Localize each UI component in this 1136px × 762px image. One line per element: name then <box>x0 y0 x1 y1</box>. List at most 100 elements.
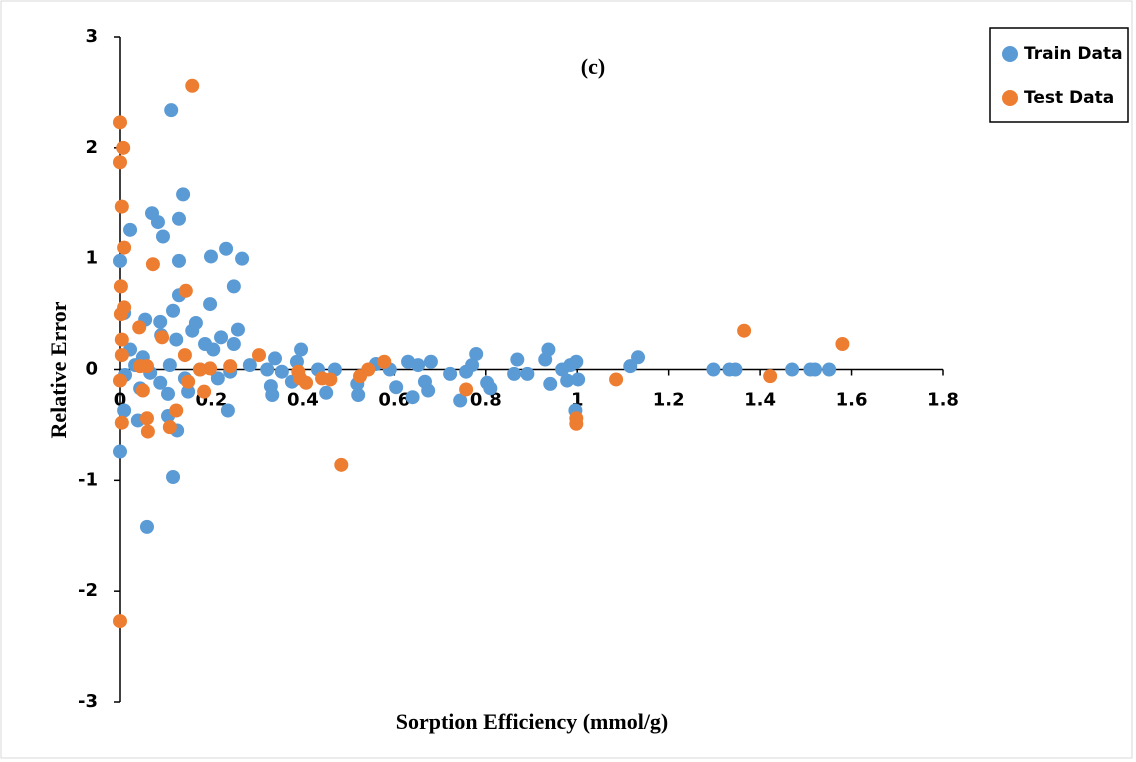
point <box>114 332 129 347</box>
point <box>197 384 212 399</box>
point <box>164 103 179 118</box>
point <box>377 354 392 369</box>
point <box>541 342 556 357</box>
point <box>609 372 624 387</box>
point <box>214 330 229 345</box>
point <box>822 362 837 377</box>
point <box>150 215 165 230</box>
point <box>520 366 535 381</box>
point <box>123 222 138 237</box>
point <box>181 384 196 399</box>
point <box>113 307 128 322</box>
point <box>785 362 800 377</box>
point <box>543 376 558 391</box>
point <box>728 362 743 377</box>
point <box>483 381 498 396</box>
point <box>274 364 289 379</box>
point <box>117 240 132 255</box>
point <box>178 283 193 298</box>
point <box>113 115 127 130</box>
point <box>133 359 148 374</box>
point <box>203 361 218 376</box>
point <box>166 303 181 318</box>
x-tick-label: 1.8 <box>927 390 959 411</box>
point <box>299 375 314 390</box>
legend-label: Train Data <box>1024 44 1123 64</box>
point <box>423 354 438 369</box>
x-tick-label: 1.6 <box>836 390 868 411</box>
point <box>226 337 241 352</box>
chart-title: (c) <box>581 54 605 79</box>
point <box>560 373 575 388</box>
y-tick-label: -1 <box>78 469 98 490</box>
legend-label: Test Data <box>1024 88 1114 108</box>
point <box>181 374 196 389</box>
point <box>219 241 234 256</box>
legend-marker <box>1002 46 1018 62</box>
y-tick-label: 1 <box>85 248 98 269</box>
point <box>139 519 154 534</box>
point <box>132 320 147 335</box>
point <box>353 369 368 384</box>
y-tick-label: 3 <box>85 26 98 47</box>
x-tick-label: 0.8 <box>470 390 502 411</box>
point <box>169 332 184 347</box>
point <box>185 323 200 338</box>
point <box>117 403 132 418</box>
legend-box <box>989 27 1129 123</box>
point <box>323 372 338 387</box>
x-axis-label: Sorption Efficiency (mmol/g) <box>396 709 669 734</box>
legend-marker <box>1002 90 1018 106</box>
point <box>114 348 129 363</box>
point <box>166 470 181 485</box>
point <box>571 372 586 387</box>
x-tick-label: 1.4 <box>744 390 776 411</box>
point <box>242 358 257 373</box>
legend: Train Data Test Data <box>989 27 1129 123</box>
point <box>113 279 128 294</box>
point <box>453 393 468 408</box>
point <box>206 342 221 357</box>
point <box>260 362 275 377</box>
point <box>443 366 458 381</box>
point <box>171 211 186 226</box>
point <box>153 314 168 329</box>
point <box>185 78 200 93</box>
point <box>116 140 131 155</box>
point <box>569 354 584 369</box>
point <box>113 614 127 629</box>
point <box>706 362 721 377</box>
point <box>176 187 191 202</box>
point <box>223 359 238 374</box>
y-tick-label: 0 <box>85 359 98 380</box>
y-tick-label: 2 <box>85 137 98 158</box>
point <box>139 411 154 426</box>
point <box>835 337 850 352</box>
point <box>145 257 160 272</box>
point <box>113 155 127 170</box>
point <box>155 229 170 244</box>
y-axis-label: Relative Error <box>46 301 71 438</box>
x-tick-label: 1.2 <box>653 390 685 411</box>
point <box>631 350 646 365</box>
point <box>421 383 436 398</box>
point <box>230 322 245 337</box>
point <box>114 199 129 214</box>
point <box>465 358 480 373</box>
point <box>389 380 404 395</box>
point <box>203 249 218 264</box>
point <box>265 387 280 402</box>
x-tick-label: 0.4 <box>287 390 319 411</box>
point <box>510 352 525 367</box>
point <box>113 373 127 388</box>
point <box>267 351 282 366</box>
point <box>507 366 522 381</box>
point <box>113 444 127 459</box>
point <box>220 403 235 418</box>
point <box>469 346 484 361</box>
point <box>351 387 366 402</box>
point <box>569 416 584 431</box>
point <box>763 369 778 384</box>
point <box>162 420 177 435</box>
